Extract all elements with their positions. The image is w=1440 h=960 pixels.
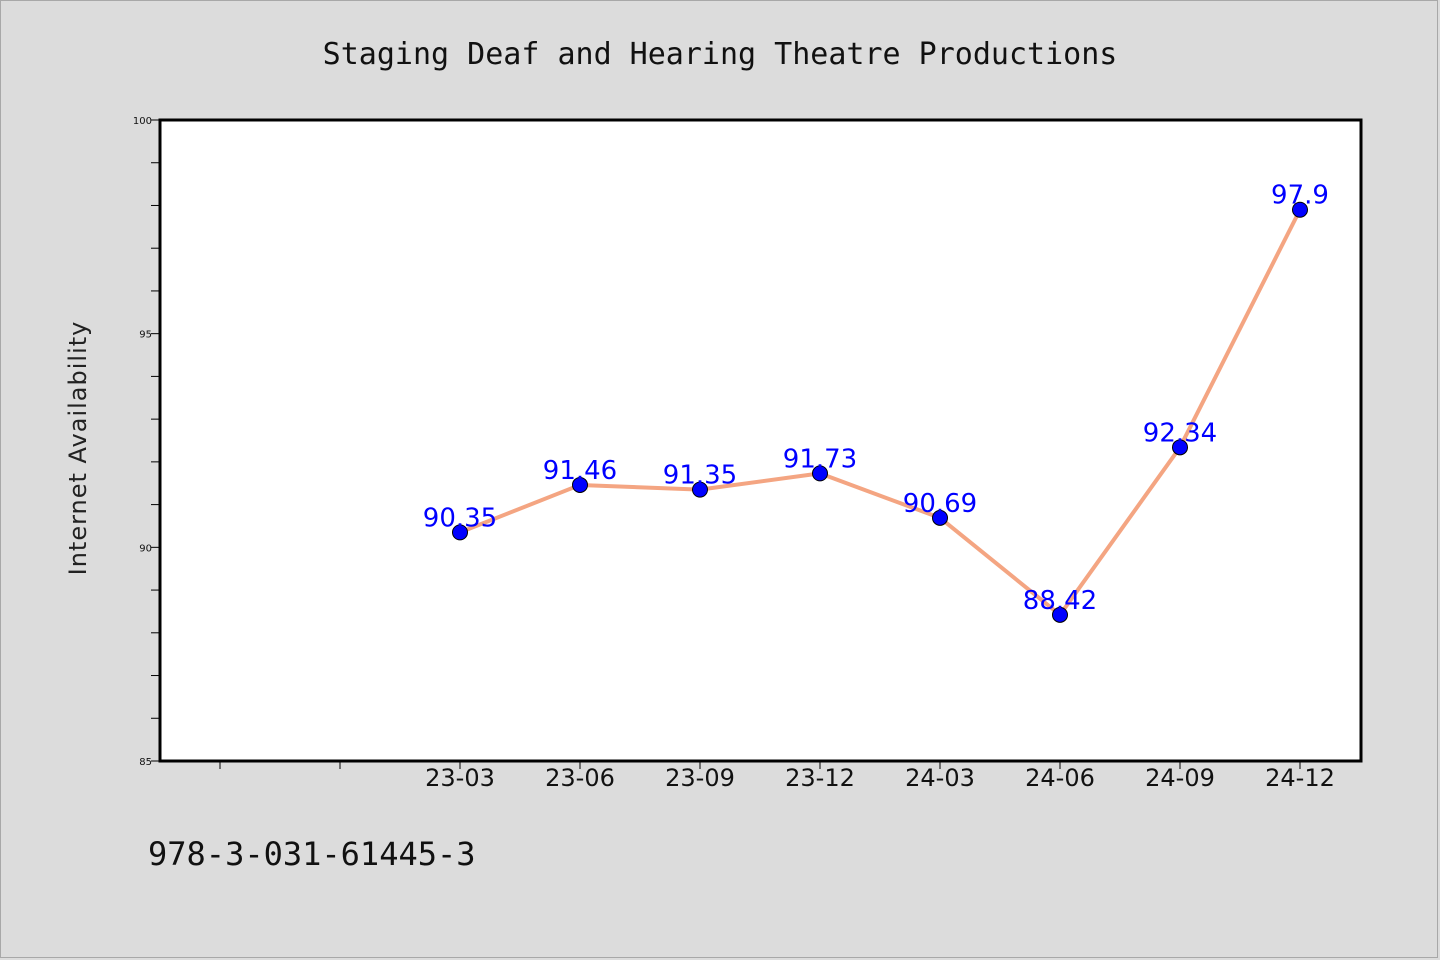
data-label: 88.42 <box>1023 586 1097 616</box>
x-tick-label: 24-09 <box>1145 764 1215 792</box>
data-point <box>452 524 468 541</box>
y-tick-label: 85 <box>139 757 152 768</box>
y-axis: 85 90 95 100 <box>133 116 159 768</box>
data-labels: 90.35 91.46 91.35 91.73 90.69 88.42 92.34 97.9 <box>423 181 1329 616</box>
plot-area <box>158 118 1363 763</box>
data-label: 90.69 <box>903 489 977 519</box>
data-point <box>572 476 588 493</box>
y-tick-label: 95 <box>139 330 152 341</box>
data-label: 97.9 <box>1271 181 1329 211</box>
y-tick-label: 100 <box>133 116 152 127</box>
x-tick-label: 24-03 <box>905 764 975 792</box>
x-tick-label: 24-12 <box>1265 764 1335 792</box>
data-point <box>1172 439 1188 456</box>
data-point <box>932 509 948 526</box>
data-point <box>1292 201 1308 218</box>
data-point <box>1052 606 1068 623</box>
data-label: 91.73 <box>783 444 857 474</box>
data-point <box>692 481 708 498</box>
data-label: 91.35 <box>663 461 737 491</box>
x-tick-label: 23-06 <box>545 764 615 792</box>
data-point <box>812 465 828 482</box>
x-tick-label: 23-03 <box>425 764 495 792</box>
y-axis-label: Internet Availability <box>64 321 92 576</box>
chart-title: Staging Deaf and Hearing Theatre Product… <box>323 37 1118 72</box>
data-label: 92.34 <box>1143 418 1217 448</box>
data-label: 90.35 <box>423 503 497 533</box>
data-label: 91.46 <box>543 456 617 486</box>
x-axis: 23-03 23-06 23-09 23-12 24-03 24-06 24-09 24-12 <box>219 761 1335 792</box>
x-tick-label: 23-09 <box>665 764 735 792</box>
series-line <box>452 201 1308 623</box>
y-tick-label: 90 <box>139 543 152 554</box>
isbn-footnote: 978-3-031-61445-3 <box>148 835 476 873</box>
series-line-path <box>459 208 1302 617</box>
x-tick-label: 23-12 <box>785 764 855 792</box>
x-tick-label: 24-06 <box>1025 764 1095 792</box>
